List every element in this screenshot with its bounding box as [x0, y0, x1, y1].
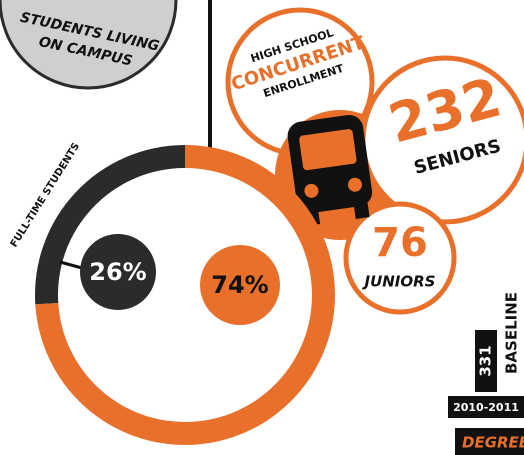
leader: [59, 260, 83, 270]
donut-segment: [34, 145, 185, 305]
juniors-label: JUNIORS: [361, 273, 435, 291]
bus-icon: [287, 114, 373, 226]
baseline-value: 331: [477, 345, 495, 376]
baseline-box: [475, 330, 497, 392]
years-bar: [448, 396, 524, 418]
value-label: 26%: [89, 258, 146, 286]
juniors-circle: [343, 201, 457, 315]
footer-bar: [455, 428, 524, 455]
campus-circle: [0, 0, 178, 90]
years: 2010-2011: [453, 401, 519, 414]
juniors-value: 76: [372, 220, 428, 266]
full-time-bubble: [80, 234, 156, 310]
part-time-bubble: [200, 245, 280, 325]
donut: [34, 145, 335, 445]
value-label: 74%: [211, 271, 268, 299]
footer: DEGREE: [462, 434, 524, 452]
baseline-label: BASELINE: [503, 292, 521, 374]
